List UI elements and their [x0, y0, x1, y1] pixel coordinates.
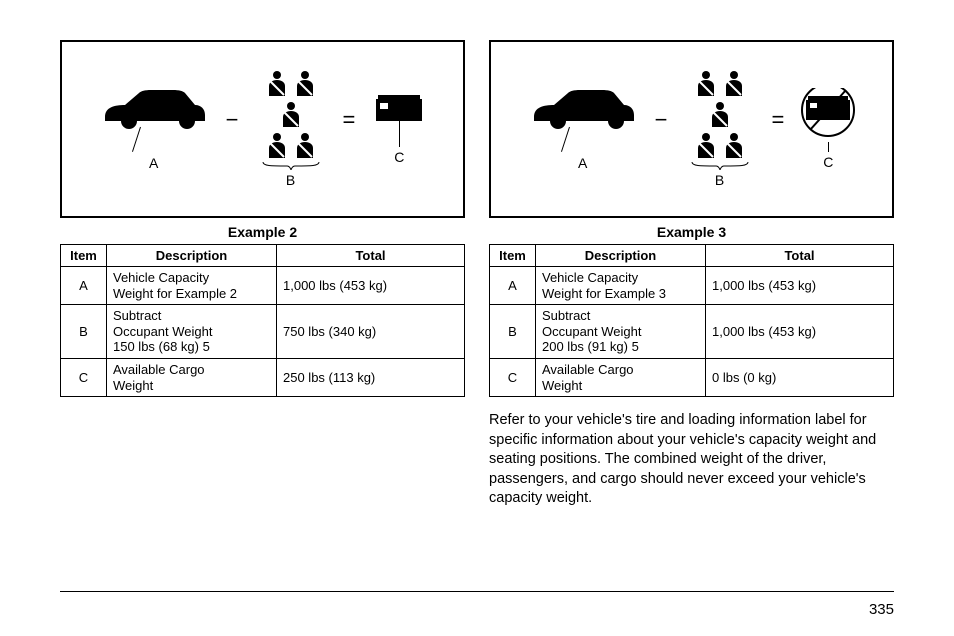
diagram-label-a: A — [149, 155, 158, 171]
brace-icon — [690, 160, 750, 170]
equals-sign: = — [339, 107, 360, 133]
brace-icon — [261, 160, 321, 170]
car-icon — [99, 87, 209, 133]
minus-sign: − — [222, 107, 243, 133]
th-total: Total — [706, 245, 894, 267]
diagram-label-a: A — [578, 155, 587, 171]
diagram-label-b: B — [715, 172, 724, 188]
footer-rule — [60, 591, 894, 592]
occupants-icon — [680, 70, 760, 160]
cargo-crossed-icon — [798, 88, 858, 144]
caption-example-3: Example 3 — [489, 224, 894, 240]
car-icon — [528, 87, 638, 133]
page-number: 335 — [869, 601, 894, 618]
page-columns: A − — [60, 40, 894, 509]
table-row: B SubtractOccupant Weight200 lbs (91 kg)… — [490, 305, 894, 359]
diagram-example-3: A − — [489, 40, 894, 218]
diagram-label-b: B — [286, 172, 295, 188]
equals-sign: = — [768, 107, 789, 133]
table-example-2: Item Description Total A Vehicle Capacit… — [60, 244, 465, 397]
caption-example-2: Example 2 — [60, 224, 465, 240]
th-description: Description — [536, 245, 706, 267]
right-column: A − — [489, 40, 894, 509]
diagram-label-c: C — [823, 154, 833, 170]
diagram-example-2: A − — [60, 40, 465, 218]
th-total: Total — [277, 245, 465, 267]
th-description: Description — [107, 245, 277, 267]
table-row: B SubtractOccupant Weight150 lbs (68 kg)… — [61, 305, 465, 359]
minus-sign: − — [651, 107, 672, 133]
th-item: Item — [61, 245, 107, 267]
body-paragraph: Refer to your vehicle's tire and loading… — [489, 411, 894, 509]
occupants-icon — [251, 70, 331, 160]
table-row: A Vehicle CapacityWeight for Example 3 1… — [490, 267, 894, 305]
th-item: Item — [490, 245, 536, 267]
table-row: C Available CargoWeight 0 lbs (0 kg) — [490, 358, 894, 396]
left-column: A − — [60, 40, 465, 509]
cargo-icon — [374, 93, 424, 123]
table-example-3: Item Description Total A Vehicle Capacit… — [489, 244, 894, 397]
table-row: C Available CargoWeight 250 lbs (113 kg) — [61, 358, 465, 396]
diagram-label-c: C — [394, 149, 404, 165]
table-row: A Vehicle CapacityWeight for Example 2 1… — [61, 267, 465, 305]
